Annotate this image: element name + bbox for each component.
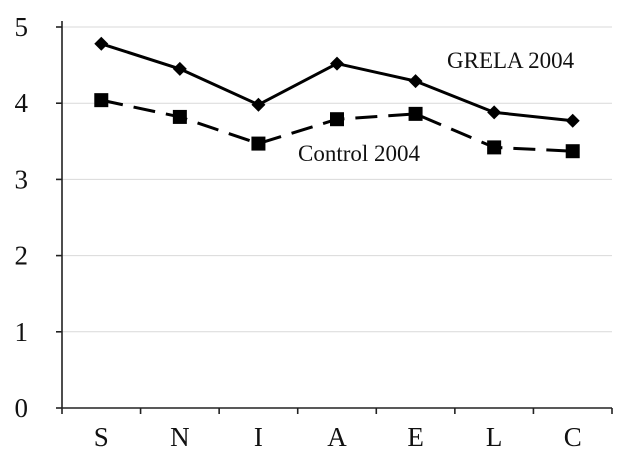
series-labels: GRELA 2004 Control 2004: [298, 48, 575, 166]
x-tick-label-E: E: [407, 422, 424, 452]
point-1-A: [330, 112, 344, 127]
x-tick-label-C: C: [564, 422, 582, 452]
point-0-I: [251, 97, 266, 112]
point-1-S: [94, 93, 109, 108]
series: [94, 36, 580, 159]
point-0-S: [94, 36, 109, 51]
point-1-L: [487, 140, 502, 155]
point-1-I: [251, 136, 266, 151]
grid-lines: [62, 26, 612, 333]
x-tick-label-L: L: [486, 422, 503, 452]
y-tick-label-4: 4: [15, 88, 29, 118]
series-label-control-2004: Control 2004: [298, 141, 421, 166]
x-tick-label-S: S: [94, 422, 109, 452]
axes: [56, 21, 613, 414]
point-0-N: [172, 61, 187, 76]
x-tick-label-A: A: [327, 422, 347, 452]
point-0-A: [330, 56, 344, 71]
point-1-N: [172, 109, 187, 124]
y-tick-label-1: 1: [15, 317, 29, 347]
x-tick-label-N: N: [170, 422, 190, 452]
point-1-C: [565, 144, 580, 159]
y-tick-label-5: 5: [15, 12, 29, 42]
point-1-E: [408, 106, 423, 121]
y-tick-label-0: 0: [15, 393, 29, 423]
series-1: [94, 93, 580, 159]
point-0-C: [565, 113, 580, 128]
series-label-grela-2004: GRELA 2004: [447, 48, 575, 73]
point-0-L: [487, 105, 502, 120]
x-tick-label-I: I: [254, 422, 263, 452]
series-0: [94, 36, 580, 128]
point-0-E: [408, 74, 423, 89]
y-tick-label-3: 3: [15, 164, 29, 194]
y-tick-labels: 0 1 2 3 4 5: [15, 12, 29, 423]
y-tick-label-2: 2: [15, 241, 29, 271]
